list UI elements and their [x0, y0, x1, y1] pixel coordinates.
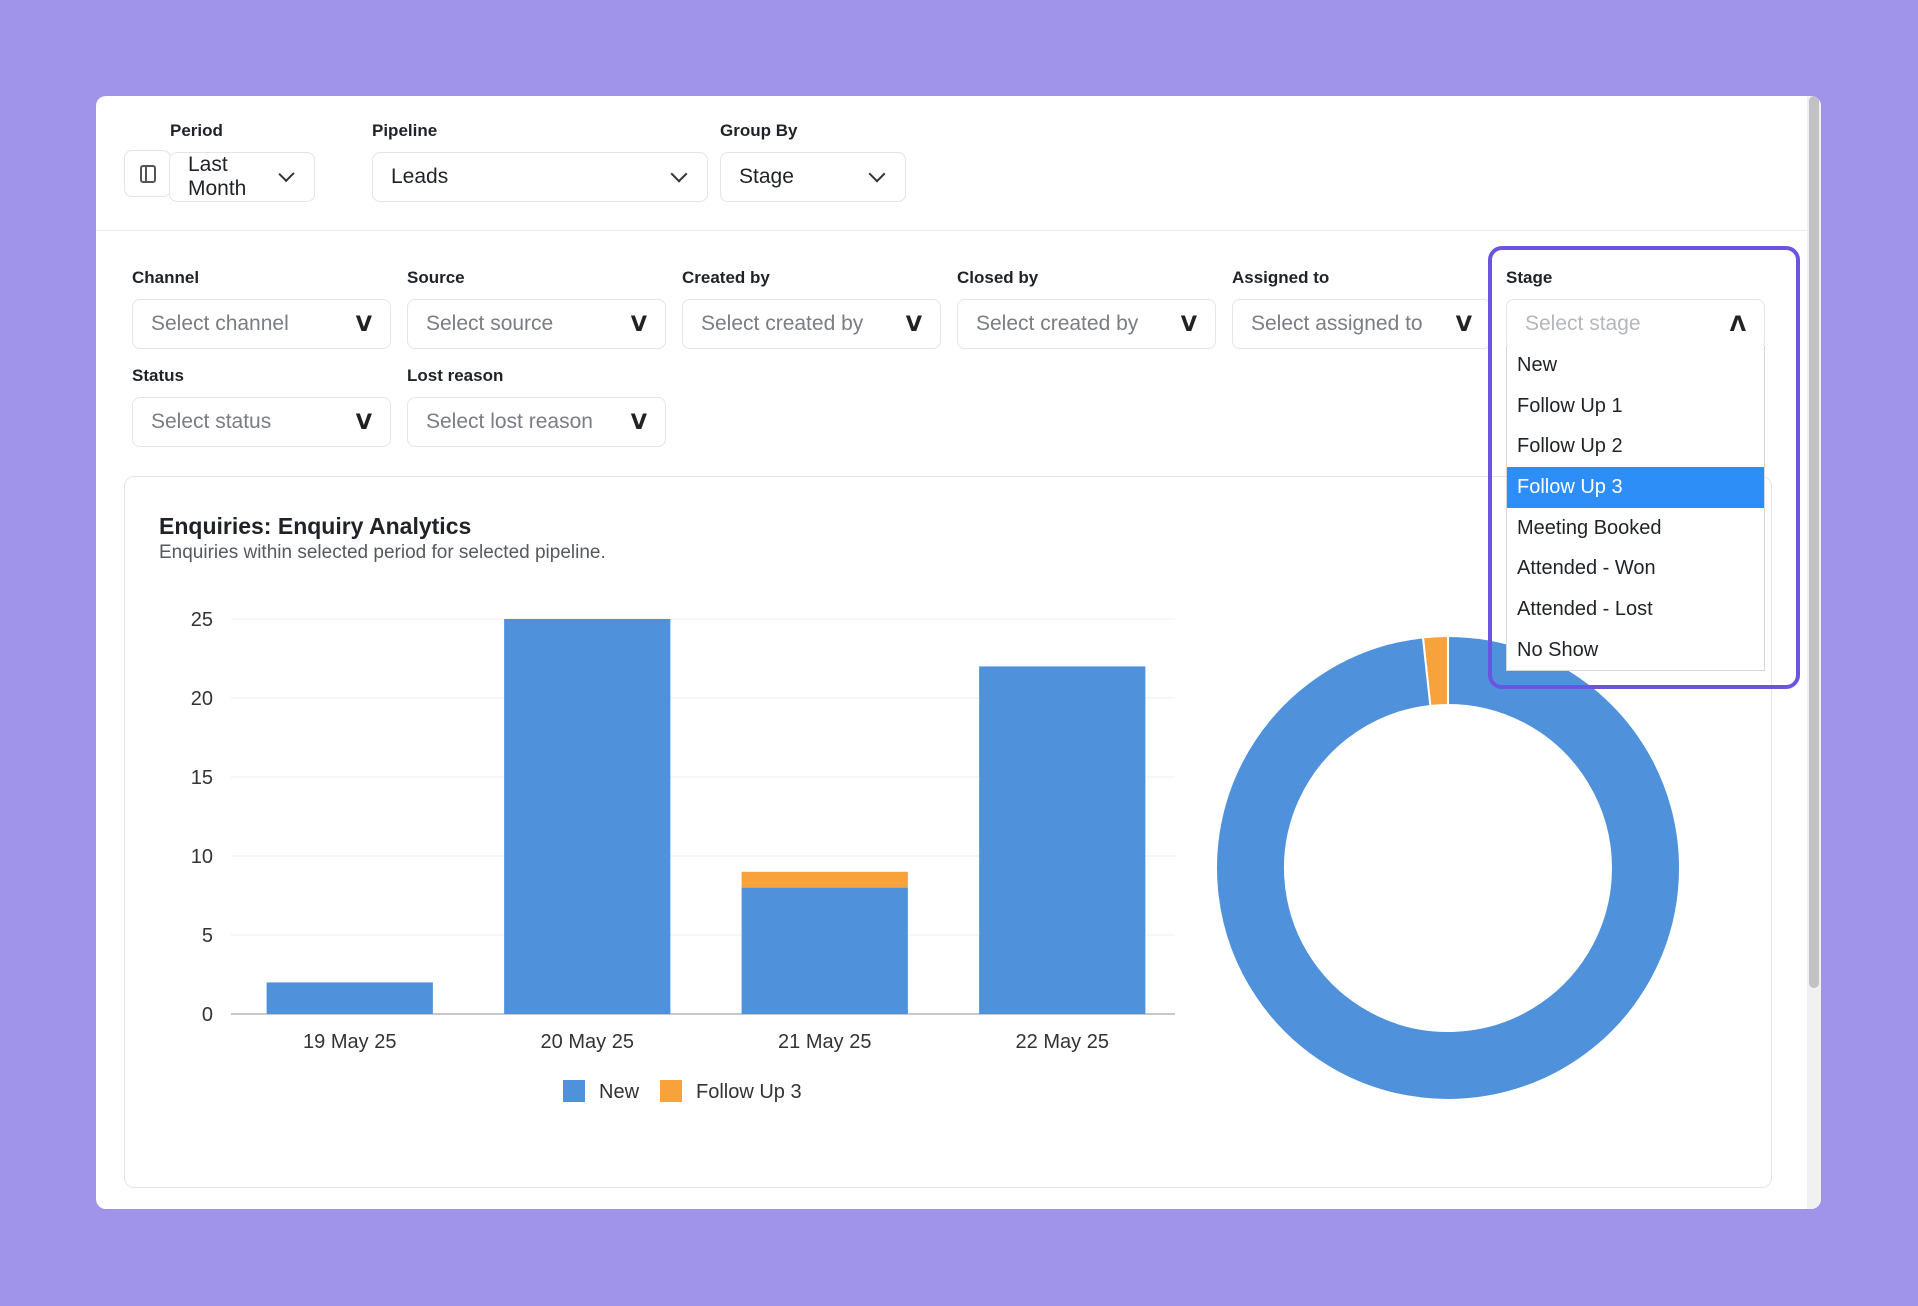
- lost-reason-select[interactable]: Select lost reason V: [407, 397, 666, 447]
- chevron-down-icon: V: [1180, 312, 1197, 336]
- closed-by-select[interactable]: Select created by V: [957, 299, 1216, 349]
- stage-label: Stage: [1506, 268, 1553, 287]
- source-select[interactable]: Select source V: [407, 299, 666, 349]
- bar-segment: [741, 887, 908, 1014]
- chevron-down-icon: [670, 165, 688, 183]
- pipeline-field: Pipeline Leads: [372, 121, 708, 202]
- x-tick-label: 21 May 25: [778, 1031, 871, 1053]
- channel-label: Channel: [132, 268, 200, 287]
- status-placeholder: Select status: [151, 410, 272, 433]
- chevron-down-icon: V: [630, 410, 647, 434]
- lost-reason-placeholder: Select lost reason: [426, 410, 593, 433]
- legend-label: New: [599, 1081, 640, 1103]
- lost-reason-field: Lost reason Select lost reason V: [407, 366, 666, 447]
- y-tick-label: 20: [191, 688, 213, 710]
- group-by-value: Stage: [739, 165, 794, 188]
- group-by-field: Group By Stage: [720, 121, 906, 202]
- card-title: Enquiries: Enquiry Analytics: [159, 513, 472, 539]
- donut-slice: [1215, 634, 1681, 1101]
- group-by-select[interactable]: Stage: [720, 152, 906, 202]
- donut-chart: [1215, 634, 1681, 1101]
- legend-swatch: [563, 1080, 585, 1102]
- chevron-down-icon: V: [1455, 312, 1472, 336]
- assigned-to-select[interactable]: Select assigned to V: [1232, 299, 1491, 349]
- assigned-to-label: Assigned to: [1232, 268, 1330, 287]
- group-by-label: Group By: [720, 121, 798, 140]
- sidebar-toggle-button[interactable]: [124, 150, 171, 197]
- source-placeholder: Select source: [426, 312, 554, 335]
- legend-swatch: [660, 1080, 682, 1102]
- bar-segment: [979, 666, 1146, 1014]
- stage-option[interactable]: Attended - Lost: [1517, 597, 1653, 620]
- created-by-field: Created by Select created by V: [682, 268, 941, 349]
- assigned-to-field: Assigned to Select assigned to V: [1232, 268, 1491, 349]
- source-field: Source Select source V: [407, 268, 666, 349]
- closed-by-field: Closed by Select created by V: [957, 268, 1216, 349]
- scrollbar-thumb[interactable]: [1809, 96, 1819, 988]
- status-label: Status: [132, 366, 184, 385]
- stage-option[interactable]: Follow Up 1: [1517, 394, 1623, 417]
- chevron-down-icon: V: [355, 312, 372, 336]
- y-tick-label: 10: [191, 846, 213, 868]
- channel-placeholder: Select channel: [151, 312, 289, 335]
- closed-by-label: Closed by: [957, 268, 1039, 287]
- channel-field: Channel Select channel V: [132, 268, 391, 349]
- chevron-down-icon: V: [355, 410, 372, 434]
- stage-placeholder: Select stage: [1525, 312, 1641, 335]
- stage-option[interactable]: Follow Up 2: [1517, 435, 1623, 458]
- chevron-up-icon: Λ: [1729, 312, 1746, 336]
- status-field: Status Select status V: [132, 366, 391, 447]
- top-filter-bar: Period Last Month Pipeline Leads Group B…: [96, 96, 1807, 231]
- y-tick-label: 0: [202, 1004, 213, 1026]
- closed-by-placeholder: Select created by: [976, 312, 1139, 335]
- chevron-down-icon: [868, 165, 886, 183]
- bar-segment: [504, 619, 671, 1014]
- stage-option[interactable]: Follow Up 3: [1507, 467, 1764, 508]
- created-by-select[interactable]: Select created by V: [682, 299, 941, 349]
- y-tick-label: 5: [202, 925, 213, 947]
- x-tick-label: 22 May 25: [1016, 1031, 1109, 1053]
- vertical-scrollbar[interactable]: [1807, 96, 1821, 1209]
- card-subtitle: Enquiries within selected period for sel…: [159, 542, 606, 563]
- stage-focus-highlight: [1488, 246, 1800, 689]
- period-value: Last Month: [188, 153, 247, 200]
- enquiry-analytics-card: Enquiries: Enquiry Analytics Enquiries w…: [124, 476, 1772, 1188]
- status-select[interactable]: Select status V: [132, 397, 391, 447]
- x-tick-label: 19 May 25: [303, 1031, 396, 1053]
- chevron-down-icon: V: [905, 312, 922, 336]
- x-tick-label: 20 May 25: [541, 1031, 634, 1053]
- created-by-label: Created by: [682, 268, 770, 287]
- stage-dropdown-list: New Follow Up 1 Follow Up 2 Follow Up 3 Meet…: [1506, 345, 1765, 671]
- chevron-down-icon: V: [630, 312, 647, 336]
- analytics-window: Period Last Month Pipeline Leads Group B…: [96, 96, 1821, 1209]
- source-label: Source: [407, 268, 465, 287]
- stage-option[interactable]: Meeting Booked: [1517, 516, 1662, 539]
- bar-segment: [266, 982, 433, 1014]
- stage-option[interactable]: New: [1517, 353, 1558, 376]
- panel-icon: [139, 164, 156, 183]
- assigned-to-placeholder: Select assigned to: [1251, 312, 1423, 335]
- pipeline-label: Pipeline: [372, 121, 438, 140]
- stage-option[interactable]: No Show: [1517, 638, 1599, 661]
- legend-label: Follow Up 3: [696, 1081, 802, 1103]
- period-label: Period: [170, 121, 223, 140]
- period-field: Period Last Month: [169, 121, 315, 202]
- y-tick-label: 15: [191, 767, 213, 789]
- period-select[interactable]: Last Month: [169, 152, 315, 202]
- channel-select[interactable]: Select channel V: [132, 299, 391, 349]
- pipeline-select[interactable]: Leads: [372, 152, 708, 202]
- created-by-placeholder: Select created by: [701, 312, 864, 335]
- y-tick-label: 25: [191, 609, 213, 631]
- pipeline-value: Leads: [391, 165, 449, 188]
- stacked-bar-chart: 0 5 10 15 20 25 19 May 25 20 May 25 21 May 25 22 …: [191, 609, 1175, 1103]
- lost-reason-label: Lost reason: [407, 366, 504, 385]
- bar-segment: [741, 871, 908, 888]
- stage-option[interactable]: Attended - Won: [1517, 557, 1656, 580]
